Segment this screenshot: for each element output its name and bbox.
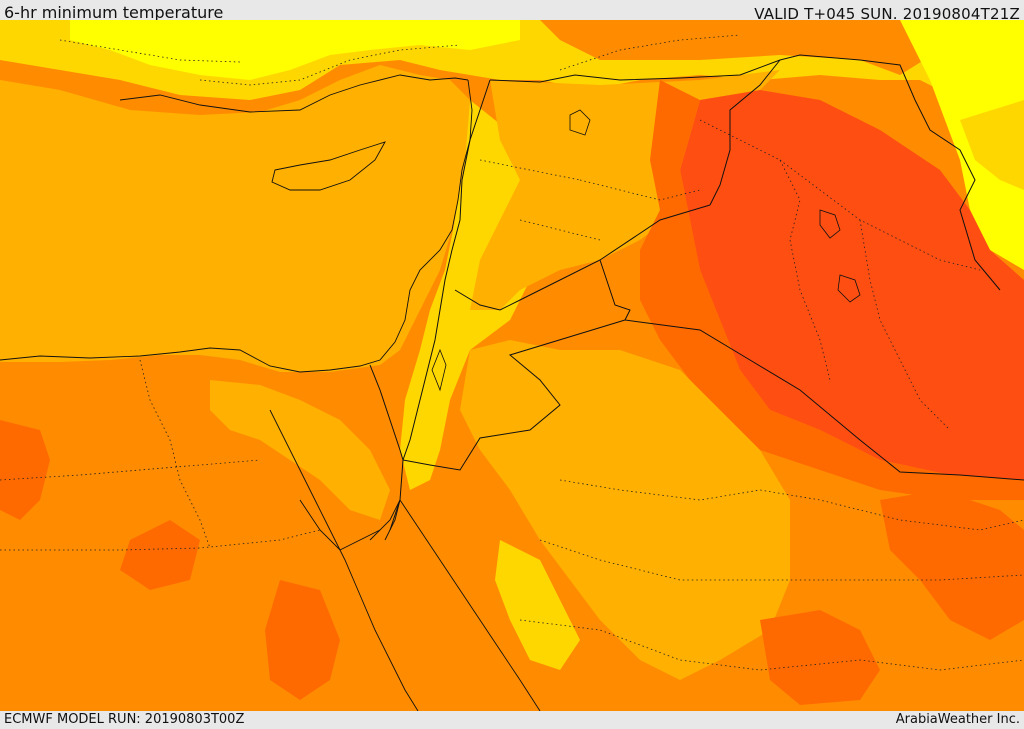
- field-redsea-patch: [265, 580, 340, 700]
- field-arabia-gold: [495, 540, 580, 670]
- field-sinai-amber: [210, 380, 390, 520]
- field-saudi-patch: [760, 610, 880, 705]
- admin-borders: [0, 34, 1024, 671]
- valid-time-label: VALID T+045 SUN. 20190804T21Z: [754, 5, 1020, 23]
- map-title: 6-hr minimum temperature: [4, 3, 224, 22]
- bottom-bar: ECMWF MODEL RUN: 20190803T00Z ArabiaWeat…: [0, 711, 1024, 729]
- field-ne-gold: [960, 100, 1024, 190]
- field-sea: [0, 65, 470, 372]
- top-bar: 6-hr minimum temperature VALID T+045 SUN…: [0, 0, 1024, 23]
- field-arabia-amber: [460, 340, 790, 680]
- coastlines: [0, 74, 541, 711]
- field-sudan-patch: [120, 520, 200, 590]
- credit-label: ArabiaWeather Inc.: [895, 712, 1020, 727]
- field-egypt-patch: [0, 420, 50, 520]
- field-se-patch: [880, 490, 1024, 640]
- model-run-label: ECMWF MODEL RUN: 20190803T00Z: [4, 712, 245, 727]
- map-canvas: [0, 20, 1024, 711]
- field-ne-yellow: [900, 20, 1024, 270]
- field-iraq-band: [640, 80, 1024, 500]
- lakes: [431, 109, 861, 392]
- country-borders: [369, 54, 1024, 531]
- field-turkey-hot: [70, 20, 520, 80]
- temperature-map[interactable]: [0, 20, 1024, 711]
- field-iraq-hot: [680, 90, 1024, 480]
